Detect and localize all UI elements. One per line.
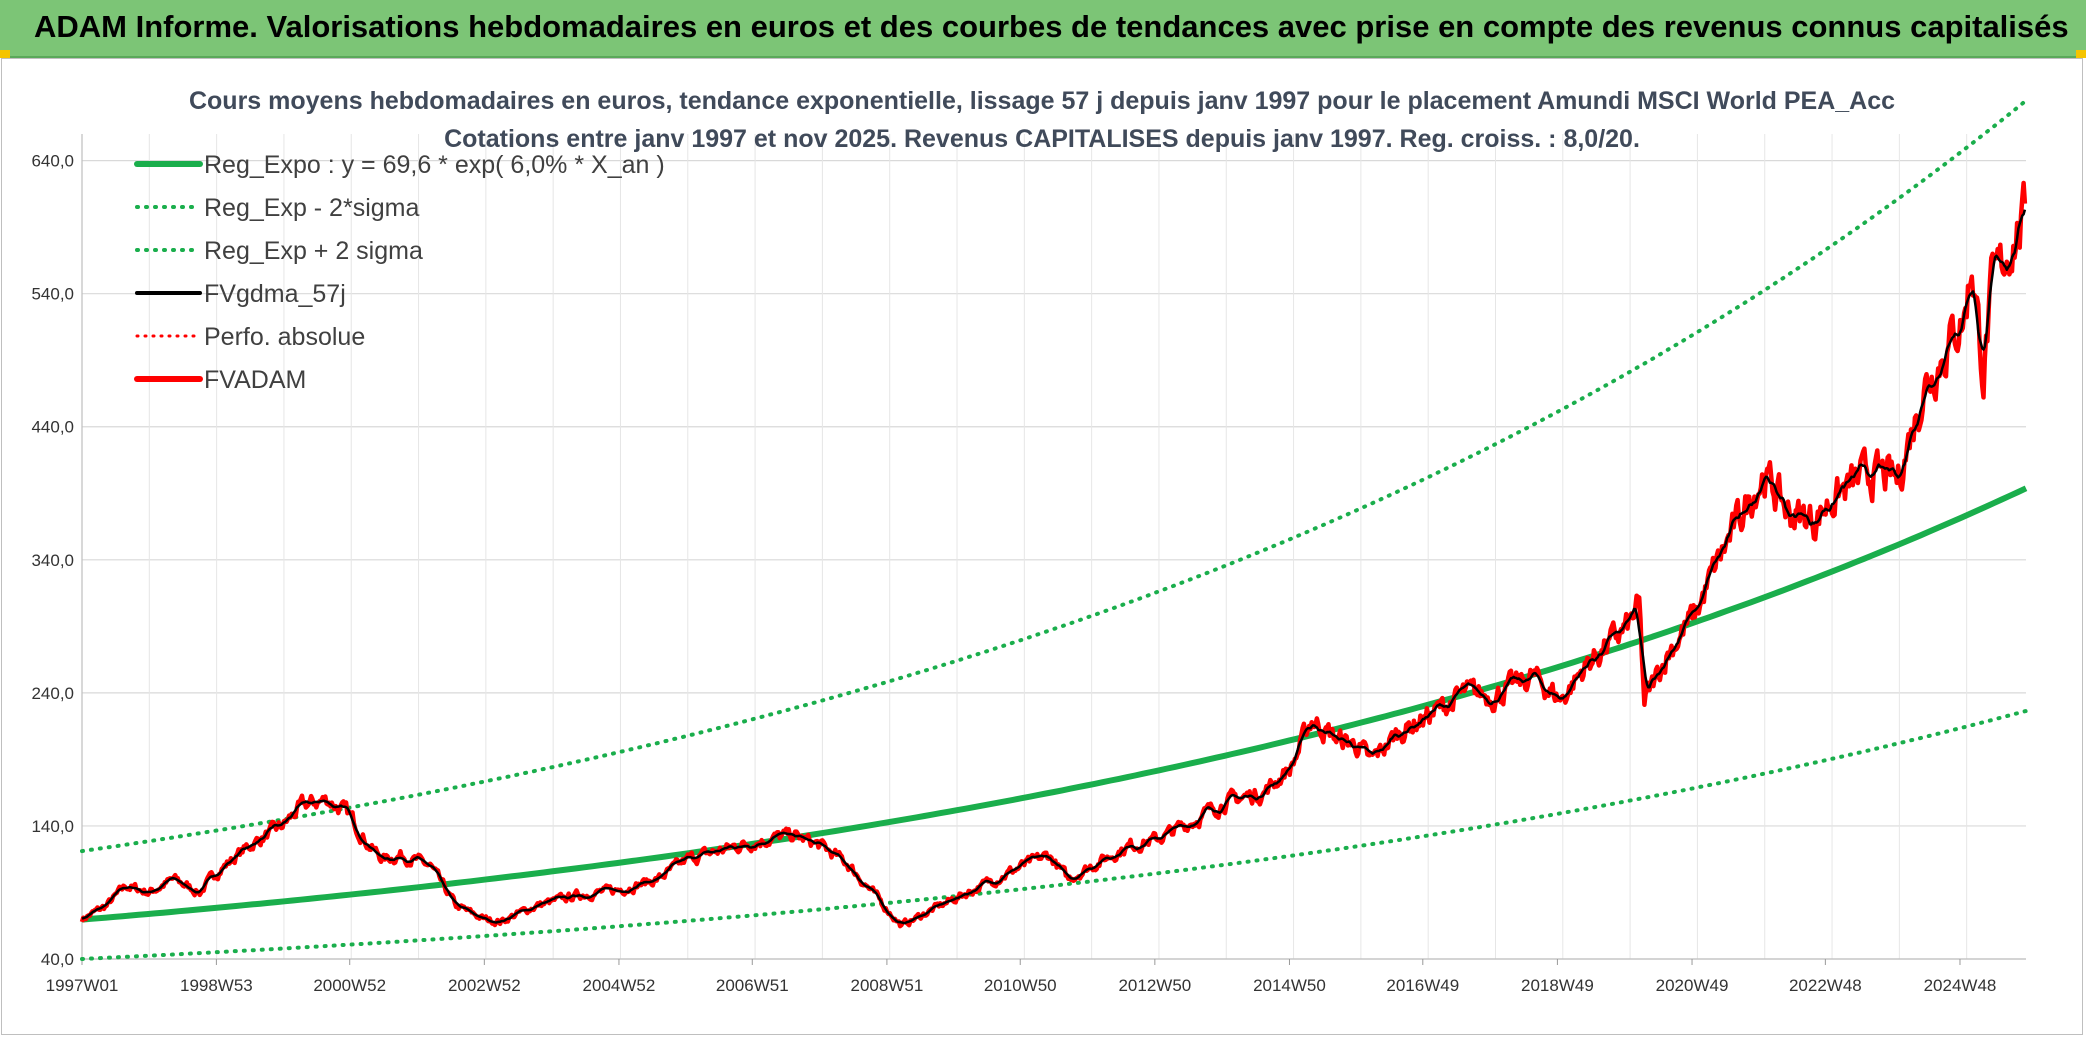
legend-entry-label: Perfo. absolue: [204, 323, 365, 351]
x-tick-label: 2020W49: [1656, 976, 1729, 995]
y-tick-label: 140,0: [31, 817, 74, 836]
x-tick-label: 1998W53: [180, 976, 253, 995]
series-reg-exp-plus-2-sigma: [80, 98, 2028, 854]
series-fvadam: [79, 180, 2028, 929]
x-tick-label: 2008W51: [851, 976, 924, 995]
x-tick-label: 2000W52: [313, 976, 386, 995]
series-reg-exp-minus-2-sigma: [80, 709, 2028, 961]
x-tick-label: 2006W51: [716, 976, 789, 995]
series-group: [79, 98, 2028, 961]
x-tick-label: 2022W48: [1789, 976, 1862, 995]
corner-marker-left: [0, 50, 10, 58]
y-tick-label: 540,0: [31, 285, 74, 304]
legend-entry-label: Reg_Expo : y = 69,6 * exp( 6,0% * X_an ): [204, 151, 665, 179]
grid: [81, 134, 2026, 960]
y-tick-label: 240,0: [31, 684, 74, 703]
y-tick-label: 340,0: [31, 551, 74, 570]
x-tick-label: 2016W49: [1386, 976, 1459, 995]
x-tick-label: 2024W48: [1924, 976, 1997, 995]
corner-marker-right: [2076, 50, 2086, 58]
legend-entry-label: Reg_Exp + 2 sigma: [204, 237, 423, 265]
series-reg-expo: [81, 485, 2028, 923]
series-fvgdma-57j: [81, 209, 2027, 925]
y-axis-ticks: 40,0 140,0 240,0 340,0 440,0 540,0 640,0: [31, 152, 74, 969]
x-axis-ticks: 1997W01 1998W53 2000W52 2002W52 2004W52 2006W…: [46, 959, 1997, 995]
chart-frame: Cours moyens hebdomadaires en euros, ten…: [1, 58, 2083, 1035]
x-tick-label: 2002W52: [448, 976, 521, 995]
x-tick-label: 2018W49: [1521, 976, 1594, 995]
legend-entry-label: FVgdma_57j: [204, 280, 346, 308]
legend: Reg_Expo : y = 69,6 * exp( 6,0% * X_an )…: [134, 151, 665, 394]
report-banner: ADAM Informe. Valorisations hebdomadaire…: [0, 0, 2086, 58]
report-title: ADAM Informe. Valorisations hebdomadaire…: [34, 9, 2069, 44]
legend-entry-label: FVADAM: [204, 366, 306, 394]
y-tick-label: 40,0: [41, 950, 74, 969]
line-chart: Cours moyens hebdomadaires en euros, ten…: [31, 87, 2028, 995]
legend-entry-label: Reg_Exp - 2*sigma: [204, 194, 419, 222]
y-tick-label: 440,0: [31, 418, 74, 437]
chart-title: Cours moyens hebdomadaires en euros, ten…: [189, 87, 1895, 115]
y-tick-label: 640,0: [31, 152, 74, 171]
x-tick-label: 2004W52: [583, 976, 656, 995]
chart-subtitle: Cotations entre janv 1997 et nov 2025. R…: [444, 125, 1640, 153]
x-tick-label: 2012W50: [1118, 976, 1191, 995]
x-tick-label: 2010W50: [984, 976, 1057, 995]
x-tick-label: 1997W01: [46, 976, 119, 995]
x-tick-label: 2014W50: [1253, 976, 1326, 995]
